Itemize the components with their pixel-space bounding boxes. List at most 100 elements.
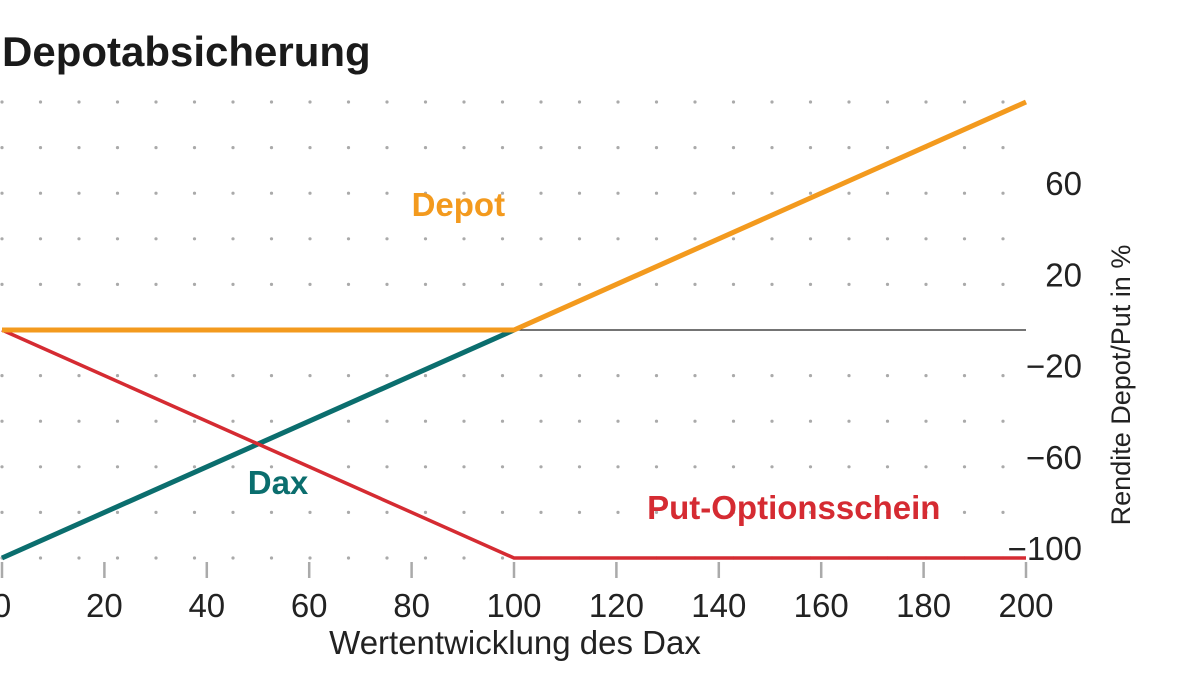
grid-dot	[423, 374, 428, 378]
grid-dot	[385, 465, 389, 469]
grid-dot	[962, 237, 967, 241]
grid-dot	[500, 465, 505, 469]
grid-dot	[115, 191, 120, 195]
grid-dot	[500, 100, 505, 104]
grid-dot	[847, 510, 851, 514]
grid-dot	[500, 510, 505, 514]
grid-dot	[346, 282, 351, 286]
grid-dot	[38, 237, 43, 241]
grid-dot	[808, 237, 813, 241]
grid-dot	[654, 374, 659, 378]
grid-dot	[1001, 510, 1005, 514]
grid-dot	[616, 465, 620, 469]
grid-dot	[38, 510, 43, 514]
series-line-depot	[2, 99, 1028, 333]
grid-dot	[616, 237, 620, 241]
grid-dot	[115, 237, 120, 241]
grid-dot	[654, 146, 659, 150]
grid-dot	[308, 556, 312, 560]
grid-dot	[269, 510, 274, 514]
grid-dot	[654, 510, 659, 514]
grid-dot	[539, 374, 543, 378]
grid-dot	[539, 100, 543, 104]
grid-dot	[154, 282, 158, 286]
grid-dot	[77, 556, 81, 560]
grid-dot	[1001, 146, 1005, 150]
chart-title: Depotabsicherung	[2, 28, 371, 75]
grid-dot	[693, 237, 697, 241]
grid-dot	[154, 374, 158, 378]
grid-dot	[500, 237, 505, 241]
grid-dot	[924, 191, 928, 195]
grid-dot	[808, 374, 813, 378]
grid-dot	[385, 146, 389, 150]
grid-dot	[962, 510, 967, 514]
grid-dot	[77, 191, 81, 195]
grid-dot	[500, 282, 505, 286]
grid-dot	[269, 146, 274, 150]
grid-dot	[115, 419, 120, 423]
grid-dot	[0, 374, 4, 378]
x-tick-label: 140	[691, 587, 746, 624]
grid-dot	[539, 146, 543, 150]
grid-dot	[462, 374, 466, 378]
grid-dot	[154, 419, 158, 423]
grid-dot	[0, 237, 4, 241]
grid-dot	[962, 146, 967, 150]
grid-dot	[38, 374, 43, 378]
grid-dot	[770, 146, 774, 150]
grid-dot	[154, 191, 158, 195]
grid-dot	[77, 146, 81, 150]
grid-dot	[577, 510, 582, 514]
grid-dot	[577, 146, 582, 150]
grid-dot	[462, 510, 466, 514]
grid-dot	[924, 374, 928, 378]
x-tick-label: 100	[486, 587, 541, 624]
x-tick-label: 200	[998, 587, 1053, 624]
grid-dot	[154, 556, 158, 560]
y-tick-label: 20	[1045, 256, 1082, 293]
grid-dot	[770, 237, 774, 241]
grid-dot	[0, 419, 4, 423]
grid-dot	[308, 237, 312, 241]
grid-dot	[1001, 419, 1005, 423]
grid-dot	[77, 465, 81, 469]
x-tick-label: 40	[188, 587, 225, 624]
grid-dot	[423, 146, 428, 150]
grid-dot	[924, 100, 928, 104]
grid-dot	[770, 282, 774, 286]
grid-dot	[885, 510, 890, 514]
grid-dot	[539, 191, 543, 195]
grid-dot	[770, 419, 774, 423]
grid-dot	[192, 146, 197, 150]
grid-dot	[462, 100, 466, 104]
grid-dot	[192, 419, 197, 423]
grid-dot	[500, 146, 505, 150]
grid-dot	[654, 282, 659, 286]
grid-dot	[577, 374, 582, 378]
grid-dot	[385, 282, 389, 286]
grid-dot	[154, 510, 158, 514]
grid-dot	[308, 282, 312, 286]
grid-dot	[231, 465, 235, 469]
grid-dot	[654, 465, 659, 469]
grid-dot	[38, 465, 43, 469]
grid-dot	[731, 419, 736, 423]
grid-dot	[808, 419, 813, 423]
grid-dot	[77, 374, 81, 378]
grid-dot	[0, 146, 4, 150]
grid-dot	[154, 465, 158, 469]
grid-dot	[616, 374, 620, 378]
x-tick-label: 160	[794, 587, 849, 624]
grid-dot	[0, 191, 4, 195]
grid-dot	[770, 465, 774, 469]
grid-dot	[231, 510, 235, 514]
grid-dot	[616, 191, 620, 195]
x-tick-label: 20	[86, 587, 123, 624]
grid-dot	[308, 374, 312, 378]
grid-dot	[847, 374, 851, 378]
grid-dot	[269, 465, 274, 469]
grid-dot	[462, 282, 466, 286]
grid-dot	[269, 282, 274, 286]
grid-dot	[38, 282, 43, 286]
